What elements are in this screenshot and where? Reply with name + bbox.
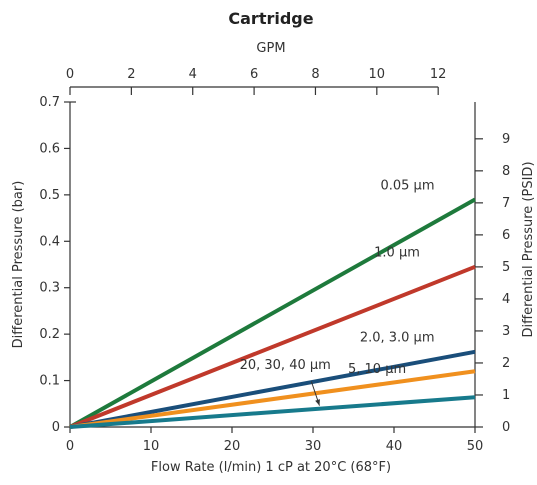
x-axis-title: Flow Rate (l/min) 1 cP at 20°C (68°F) [151, 460, 391, 475]
x-tick-label: 30 [305, 439, 322, 454]
series-line [69, 349, 476, 429]
right-axis-tick-label: 2 [502, 356, 510, 371]
y-tick-label: 0.7 [39, 95, 60, 110]
series-layer [69, 197, 476, 429]
y-tick-label: 0.1 [39, 374, 60, 389]
x-tick-label: 40 [386, 439, 403, 454]
series-label: 1.0 µm [374, 246, 420, 261]
right-axis-tick-label: 9 [502, 132, 510, 147]
series-line [69, 369, 476, 429]
right-axis-tick-label: 7 [502, 196, 510, 211]
top-axis-tick-label: 6 [250, 67, 258, 82]
right-axis-tick-label: 0 [502, 420, 510, 435]
top-axis-tick-label: 4 [189, 67, 197, 82]
series-line [69, 197, 476, 429]
top-axis-tick-label: 10 [369, 67, 386, 82]
top-axis-tick-label: 8 [311, 67, 319, 82]
right-axis-tick-label: 6 [502, 228, 510, 243]
series-line [69, 395, 476, 429]
top-axis-tick-label: 0 [66, 67, 74, 82]
top-axis-tick-label: 12 [430, 67, 447, 82]
series-line [69, 264, 476, 429]
y-tick-label: 0.2 [39, 327, 60, 342]
x-tick-label: 50 [467, 439, 484, 454]
y-axis-title: Differential Pressure (bar) [11, 181, 26, 349]
x-tick-label: 0 [66, 439, 74, 454]
y-tick-label: 0.5 [39, 188, 60, 203]
series-label: 20, 30, 40 µm [240, 358, 331, 373]
label-leader-arrowhead [315, 399, 320, 406]
y-tick-label: 0 [52, 420, 60, 435]
series-labels-layer: 0.05 µm 1.0 µm 2.0, 3.0 µm 5, 10 µm 20, 30, … [240, 178, 435, 406]
y-tick-label: 0.4 [39, 234, 60, 249]
right-axis-tick-label: 8 [502, 164, 510, 179]
right-axis-tick-label: 4 [502, 292, 510, 307]
series-label: 0.05 µm [380, 178, 434, 193]
x-tick-label: 10 [143, 439, 160, 454]
top-axis-tick-label: 2 [127, 67, 135, 82]
right-axis-title: Differential Pressure (PSID) [521, 161, 536, 337]
right-axis-tick-label: 1 [502, 388, 510, 403]
right-axis-tick-label: 5 [502, 260, 510, 275]
y-tick-label: 0.6 [39, 141, 60, 156]
chart-title: Cartridge [228, 9, 313, 28]
series-label: 2.0, 3.0 µm [360, 331, 435, 346]
top-axis-title: GPM [256, 41, 285, 56]
y-tick-label: 0.3 [39, 281, 60, 296]
right-axis-tick-label: 3 [502, 324, 510, 339]
series-label: 5, 10 µm [348, 362, 406, 377]
x-tick-label: 20 [224, 439, 241, 454]
